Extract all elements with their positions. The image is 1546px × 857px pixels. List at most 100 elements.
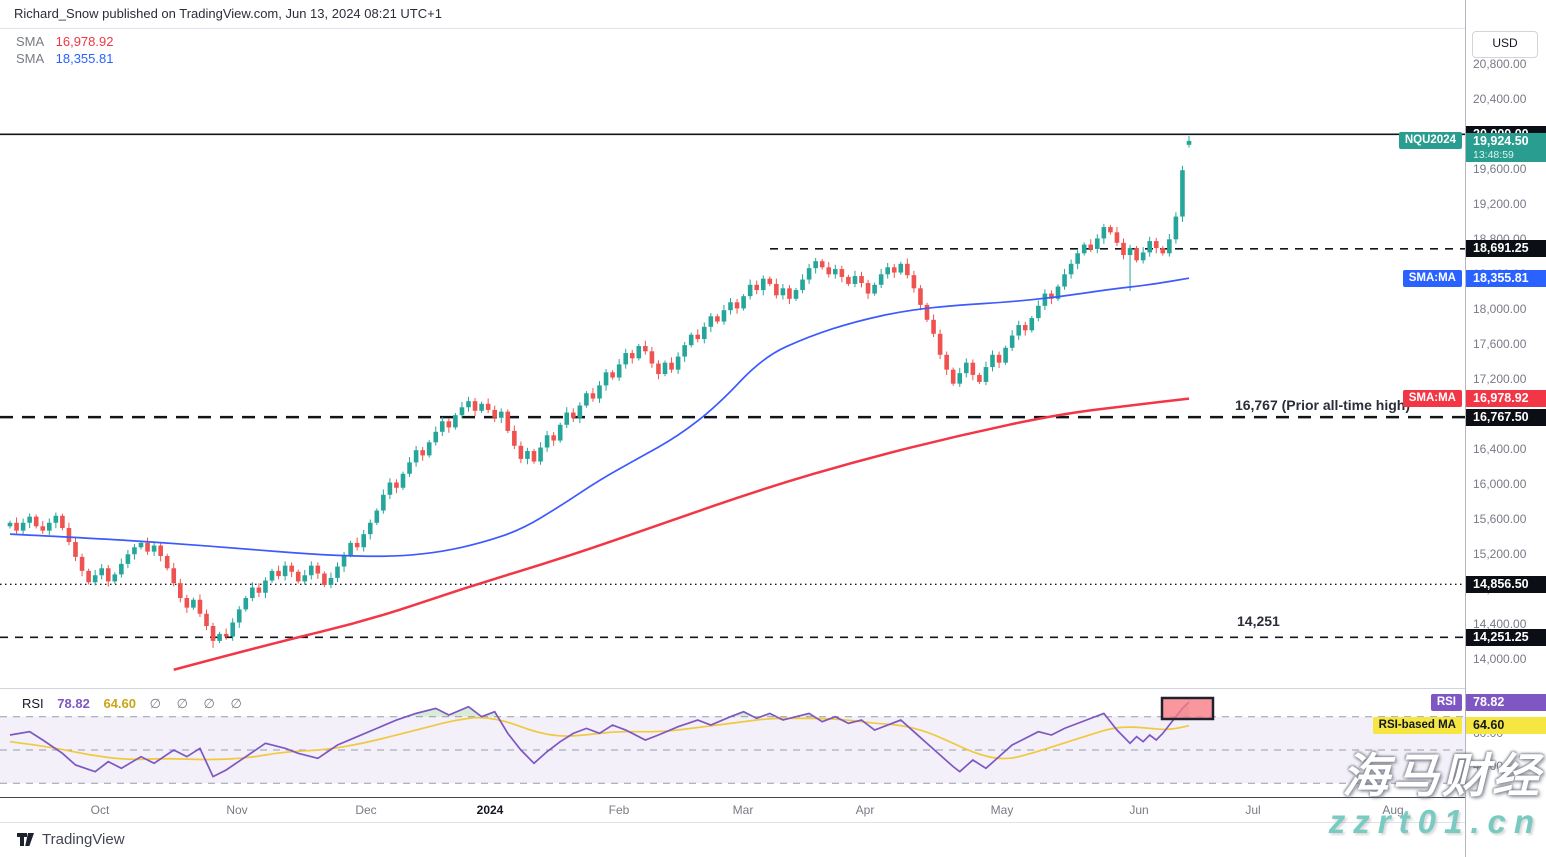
candle-body xyxy=(322,573,327,585)
month-label-feb: Feb xyxy=(608,803,630,817)
candle-body xyxy=(7,522,13,527)
candle-body xyxy=(1160,248,1166,254)
teal-price-badge: 19,924.50 13:48:59 xyxy=(1466,132,1546,162)
candle-body xyxy=(518,445,524,459)
price-axis-label: 14,400.00 xyxy=(1473,616,1527,631)
price-axis[interactable]: USD 14,000.0014,400.0014,800.0015,200.00… xyxy=(1465,0,1546,857)
tradingview-logo[interactable]: TradingView xyxy=(16,830,125,849)
candle-body xyxy=(341,555,347,567)
candle-body xyxy=(276,570,281,577)
candle-body xyxy=(413,450,419,463)
candle-body xyxy=(191,599,196,608)
sma-fast-legend-row[interactable]: SMA 18,355.81 xyxy=(16,50,113,67)
candle-body xyxy=(662,362,668,375)
rsi-pane-divider xyxy=(0,688,1465,689)
candle-body xyxy=(33,516,39,527)
candle-body xyxy=(1055,286,1061,299)
month-label-oct: Oct xyxy=(90,803,110,817)
sma-slow-legend-row[interactable]: SMA 16,978.92 xyxy=(16,33,113,50)
candle-body xyxy=(760,278,766,291)
candle-body xyxy=(335,566,340,578)
candle-body xyxy=(616,364,622,378)
candle-body xyxy=(603,372,609,386)
candle-body xyxy=(983,367,989,382)
black-price-badge: 14,251.25 xyxy=(1466,628,1546,646)
candle-body xyxy=(800,279,805,291)
price-axis-label: 19,200.00 xyxy=(1473,196,1527,211)
time-axis[interactable]: Oct Nov Dec 2024 Feb Mar Apr May Jun Jul Aug xyxy=(0,797,1465,823)
price-axis-label: 16,400.00 xyxy=(1473,441,1527,456)
sma-slow-label: SMA xyxy=(16,34,45,49)
yellow-price-badge: 64.60 xyxy=(1466,717,1546,735)
candle-body xyxy=(996,354,1002,363)
candle-body xyxy=(1049,293,1054,299)
candle-body xyxy=(708,316,714,327)
rsi-legend[interactable]: RSI 78.82 64.60 ∅ ∅ ∅ ∅ xyxy=(22,696,258,712)
candle-body xyxy=(367,522,373,535)
candle-body xyxy=(400,473,406,488)
candle-body xyxy=(1173,216,1179,240)
month-label-jul: Jul xyxy=(1245,803,1261,817)
candle-body xyxy=(571,412,576,418)
purple-price-badge: 78.82 xyxy=(1466,693,1546,711)
candle-body xyxy=(315,565,321,574)
candle-body xyxy=(577,405,583,418)
candle-body xyxy=(957,373,963,384)
candle-body xyxy=(846,276,851,284)
candle-body xyxy=(597,385,602,399)
candle-body xyxy=(164,556,170,569)
candle-body xyxy=(407,462,412,474)
price-axis-label: 14,000.00 xyxy=(1473,651,1527,666)
candle-body xyxy=(479,403,484,411)
blue-price-badge: 18,355.81 xyxy=(1466,269,1546,287)
candle-body xyxy=(747,284,753,297)
month-label-mar: Mar xyxy=(732,803,754,817)
price-axis-label: 17,600.00 xyxy=(1473,336,1527,351)
candle-body xyxy=(584,393,589,406)
candle-body xyxy=(833,269,838,275)
candle-body xyxy=(361,534,366,548)
candle-body xyxy=(1167,239,1172,254)
candle-body xyxy=(885,267,890,275)
candle-body xyxy=(911,275,917,289)
chart-canvas[interactable] xyxy=(0,0,1465,857)
publish-byline: Richard_Snow published on TradingView.co… xyxy=(14,6,442,21)
support-annotation: 14,251 xyxy=(1237,613,1280,629)
candle-body xyxy=(990,354,995,368)
candle-body xyxy=(741,296,746,309)
candle-body xyxy=(178,583,183,599)
candle-body xyxy=(151,545,157,552)
candle-body xyxy=(859,276,864,284)
price-axis-label: 20,400.00 xyxy=(1473,91,1527,106)
candle-body xyxy=(1134,248,1139,261)
candle-body xyxy=(806,268,812,280)
sma-fast-blue-line xyxy=(9,277,1190,558)
candle-body xyxy=(243,598,249,610)
candle-body xyxy=(112,574,118,582)
candle-body xyxy=(695,334,701,340)
rsi-axis-label: 40.00 xyxy=(1473,759,1504,774)
candle-body xyxy=(787,288,792,299)
candle-body xyxy=(1009,335,1015,348)
candle-body xyxy=(250,587,255,599)
candle-body xyxy=(525,451,530,459)
candle-body xyxy=(551,435,556,441)
candle-body xyxy=(158,545,163,557)
candle-body xyxy=(564,412,570,425)
candle-body xyxy=(223,633,229,637)
currency-button[interactable]: USD xyxy=(1472,31,1538,58)
price-axis-label: 19,600.00 xyxy=(1473,161,1527,176)
candle-body xyxy=(649,351,655,364)
candle-body xyxy=(92,575,98,583)
candle-body xyxy=(1127,248,1133,256)
rsi-ma-value: 64.60 xyxy=(103,696,137,711)
candle-body xyxy=(289,565,294,572)
candle-body xyxy=(780,288,786,296)
month-label-2024: 2024 xyxy=(476,803,504,817)
candle-body xyxy=(354,542,360,548)
candle-body xyxy=(754,284,759,291)
candle-body xyxy=(256,587,262,593)
candle-body xyxy=(767,278,773,284)
candle-body xyxy=(944,354,949,370)
candle-body xyxy=(643,346,648,352)
